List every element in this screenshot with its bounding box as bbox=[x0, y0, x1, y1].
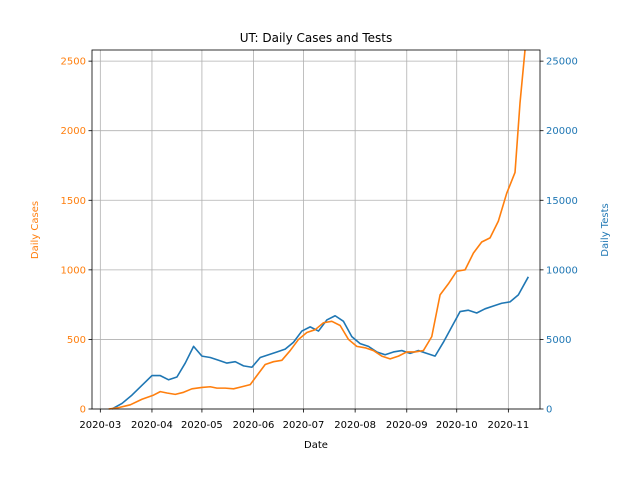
chart-title: UT: Daily Cases and Tests bbox=[240, 31, 393, 45]
y-tick-label-left: 0 bbox=[80, 405, 86, 416]
x-tick-label: 2020-07 bbox=[283, 420, 325, 431]
y-tick-label-right: 5000 bbox=[546, 335, 571, 346]
x-tick-label: 2020-03 bbox=[79, 420, 121, 431]
x-axis-label: Date bbox=[304, 440, 328, 451]
y-tick-label-right: 20000 bbox=[546, 126, 578, 137]
y-axis-label-right: Daily Tests bbox=[600, 203, 611, 256]
daily-tests-line bbox=[111, 276, 530, 410]
y-tick-label-left: 2500 bbox=[61, 57, 86, 68]
plot-frame bbox=[91, 49, 541, 410]
x-tick-label: 2020-05 bbox=[181, 420, 223, 431]
y-tick-label-left: 2000 bbox=[61, 126, 86, 137]
daily-tests-series bbox=[111, 276, 530, 410]
y-tick-label-right: 0 bbox=[546, 405, 552, 416]
tick-layer: 2020-03 2020-04 2020-05 2020-06 2020-07 2020-… bbox=[61, 57, 578, 431]
y-tick-label-left: 1500 bbox=[61, 196, 86, 207]
y-axis-label-left: Daily Cases bbox=[30, 201, 41, 259]
x-tick-label: 2020-11 bbox=[487, 420, 529, 431]
y-tick-label-left: 1000 bbox=[61, 265, 86, 276]
x-tick-label: 2020-04 bbox=[131, 420, 173, 431]
x-tick-label: 2020-09 bbox=[386, 420, 428, 431]
x-tick-label: 2020-10 bbox=[436, 420, 478, 431]
y-tick-label-left: 500 bbox=[67, 335, 86, 346]
daily-cases-line bbox=[108, 49, 526, 410]
x-tick-label: 2020-06 bbox=[233, 420, 275, 431]
x-tick-label: 2020-08 bbox=[334, 420, 376, 431]
daily-cases-series bbox=[108, 49, 526, 410]
axes-frame bbox=[91, 49, 541, 410]
y-tick-label-right: 15000 bbox=[546, 196, 578, 207]
y-tick-label-right: 25000 bbox=[546, 57, 578, 68]
y-tick-label-right: 10000 bbox=[546, 265, 578, 276]
grid-layer bbox=[92, 50, 540, 410]
